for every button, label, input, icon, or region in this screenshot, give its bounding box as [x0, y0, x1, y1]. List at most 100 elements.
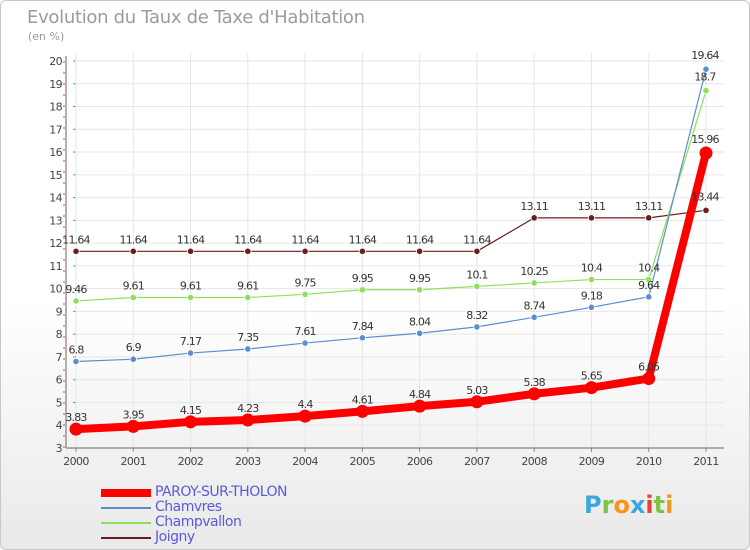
- data-point-chamvres: [416, 329, 424, 337]
- data-point-chamvres: [72, 357, 80, 366]
- data-point-chamvres: [530, 313, 538, 321]
- series-line-joigny: [76, 209, 707, 252]
- y-tick-label: 18: [49, 101, 62, 114]
- data-label-joigny: 13.11: [520, 200, 548, 213]
- legend-label-chamvres: Chamvres: [155, 499, 222, 515]
- y-tick-label: 11: [49, 260, 62, 273]
- data-label-chamvres: 9.18: [581, 289, 603, 302]
- x-tick-label: 2005: [350, 455, 376, 468]
- data-label-joigny: 11.64: [120, 233, 148, 246]
- data-point-champvallon: [473, 282, 481, 290]
- y-tick-label: 20: [49, 55, 62, 68]
- data-point-champvallon: [301, 290, 309, 298]
- data-label-paroy-sur-tholon: 5.65: [581, 370, 603, 383]
- y-tick-label: 4: [56, 419, 63, 432]
- y-tick-label: 3: [56, 442, 63, 455]
- data-label-joigny: 11.64: [349, 233, 377, 246]
- data-label-joigny: 11.64: [463, 233, 491, 246]
- chart-unit-label: (en %): [28, 30, 65, 43]
- data-label-paroy-sur-tholon: 4.61: [352, 393, 373, 406]
- data-label-champvallon: 10.25: [520, 265, 548, 278]
- x-tick-label: 2000: [63, 455, 89, 468]
- data-label-chamvres: 6.9: [126, 341, 142, 354]
- data-point-paroy-sur-tholon: [69, 422, 83, 436]
- data-point-joigny: [358, 247, 366, 255]
- data-point-paroy-sur-tholon: [184, 415, 198, 429]
- legend-item-paroy: PAROY-SUR-THOLON: [101, 485, 361, 500]
- data-label-paroy-sur-tholon: 6.05: [638, 361, 660, 374]
- data-point-champvallon: [645, 275, 653, 284]
- x-tick-label: 2006: [407, 455, 433, 468]
- data-label-chamvres: 8.04: [409, 315, 431, 328]
- data-point-champvallon: [72, 297, 80, 305]
- x-tick-label: 2007: [464, 455, 490, 468]
- y-tick-label: 16: [49, 146, 62, 159]
- x-tick-label: 2011: [693, 455, 719, 468]
- data-label-champvallon: 9.75: [294, 276, 316, 289]
- data-point-champvallon: [186, 293, 195, 302]
- proxiti-logo: Proxiti: [584, 491, 673, 519]
- y-tick-label: 7: [56, 351, 63, 364]
- logo-letter: i: [665, 491, 674, 519]
- x-tick-label: 2010: [636, 455, 662, 468]
- data-label-chamvres: 7.35: [237, 331, 259, 344]
- legend-swatch-paroy: [101, 489, 151, 497]
- data-point-paroy-sur-tholon: [413, 399, 427, 413]
- data-point-chamvres: [186, 349, 195, 357]
- data-label-joigny: 11.64: [234, 233, 262, 246]
- data-label-joigny: 11.64: [62, 233, 90, 246]
- x-tick-label: 2004: [292, 455, 318, 468]
- legend-item-joigny: Joigny: [101, 530, 361, 545]
- data-point-joigny: [702, 206, 710, 214]
- data-label-joigny: 13.44: [691, 190, 719, 203]
- data-point-joigny: [129, 247, 137, 255]
- data-point-paroy-sur-tholon: [126, 419, 140, 433]
- data-label-chamvres: 9.64: [638, 279, 660, 292]
- data-label-joigny: 13.11: [635, 200, 663, 213]
- data-label-paroy-sur-tholon: 5.38: [524, 376, 546, 389]
- data-label-chamvres: 7.84: [352, 320, 374, 333]
- data-point-joigny: [72, 247, 80, 255]
- logo-letter: x: [629, 491, 646, 519]
- x-tick-label: 2003: [235, 455, 261, 468]
- data-point-chamvres: [587, 303, 596, 311]
- data-label-chamvres: 19.64: [691, 49, 719, 62]
- logo-letter: t: [653, 491, 666, 519]
- data-point-chamvres: [702, 65, 710, 73]
- data-label-joigny: 11.64: [291, 233, 319, 246]
- y-tick-label: 14: [49, 192, 62, 205]
- legend-item-champvallon: Champvallon: [101, 515, 361, 530]
- y-tick-label: 6: [56, 374, 63, 387]
- data-point-joigny: [301, 247, 309, 255]
- data-label-champvallon: 9.61: [180, 280, 201, 293]
- y-tick-label: 19: [49, 78, 62, 91]
- data-point-champvallon: [416, 286, 424, 294]
- data-label-champvallon: 10.4: [581, 262, 603, 275]
- data-point-paroy-sur-tholon: [355, 404, 369, 418]
- data-point-champvallon: [129, 293, 137, 302]
- data-label-chamvres: 8.74: [524, 299, 546, 312]
- y-tick-label: 12: [49, 237, 62, 250]
- data-point-joigny: [244, 247, 252, 255]
- data-label-chamvres: 7.17: [180, 335, 202, 348]
- data-label-paroy-sur-tholon: 4.15: [180, 404, 202, 417]
- data-point-champvallon: [587, 275, 596, 284]
- data-label-paroy-sur-tholon: 4.4: [298, 398, 314, 411]
- data-point-chamvres: [129, 355, 137, 363]
- data-point-joigny: [473, 247, 481, 255]
- data-label-joigny: 13.11: [578, 200, 606, 213]
- data-label-paroy-sur-tholon: 3.83: [65, 411, 87, 424]
- legend-item-chamvres: Chamvres: [101, 500, 361, 515]
- data-point-paroy-sur-tholon: [298, 409, 312, 423]
- y-tick-label: 15: [49, 169, 62, 182]
- chart-title: Evolution du Taux de Taxe d'Habitation: [27, 7, 365, 28]
- data-point-chamvres: [473, 323, 481, 331]
- data-point-chamvres: [301, 339, 309, 347]
- data-label-champvallon: 18.7: [694, 71, 716, 84]
- series-line-chamvres: [75, 69, 707, 363]
- y-tick-label: 8: [56, 328, 63, 341]
- y-tick-label: 5: [56, 396, 63, 409]
- data-point-champvallon: [358, 286, 366, 294]
